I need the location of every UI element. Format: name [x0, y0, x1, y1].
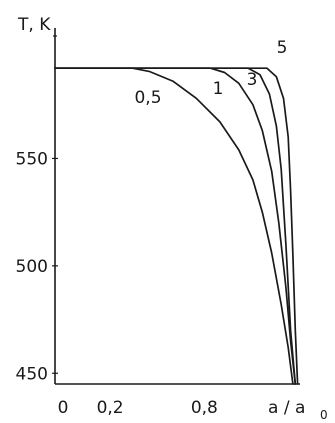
x-tick-label: 0,2 — [97, 398, 124, 418]
y-tick-label: 450 — [16, 364, 48, 384]
series-label: 5 — [277, 38, 288, 58]
x-ticks: 0 0,2 0,8 — [58, 398, 218, 418]
x-tick-label: 0,8 — [191, 398, 218, 418]
series-label: 0,5 — [134, 88, 161, 108]
series-line — [54, 67, 294, 385]
x-axis-title: a / a — [268, 398, 305, 418]
y-axis-title: T, K — [17, 15, 51, 35]
series-labels: 0,5 1 35 — [134, 38, 287, 108]
series-line — [54, 67, 297, 385]
series-line — [54, 67, 297, 385]
y-tick-label: 500 — [16, 257, 48, 277]
x-axis-title-subscript: 0 — [320, 408, 328, 422]
y-ticks: 450 500 550 — [16, 149, 58, 384]
series-line — [54, 67, 299, 385]
x-tick-label: 0 — [58, 398, 69, 418]
y-tick-label: 550 — [16, 149, 48, 169]
series-label: 3 — [247, 70, 258, 90]
series-group — [54, 67, 299, 385]
series-label: 1 — [213, 79, 224, 99]
